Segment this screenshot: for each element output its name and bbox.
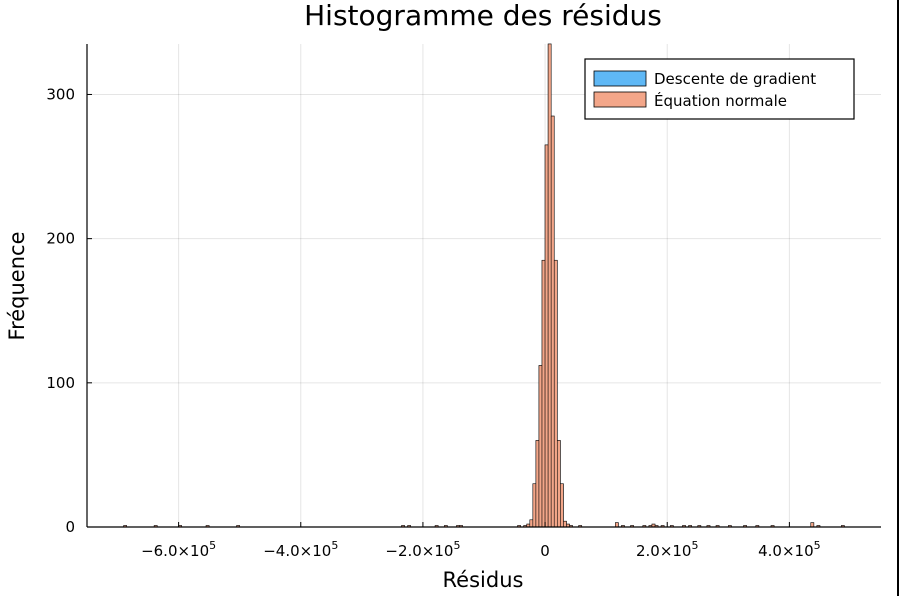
y-tick-label: 0 [65, 518, 75, 536]
x-tick-labels: −6.0×105 −4.0×105 −2.0×105 0 2.0×105 4.0×105 [141, 539, 821, 560]
histogram-bars [123, 43, 845, 528]
histogram-bar [553, 259, 558, 528]
histogram-bar [535, 440, 540, 528]
histogram-bar [529, 519, 534, 528]
x-tick-label: −4.0×105 [263, 539, 338, 560]
y-tick-label: 200 [46, 230, 75, 248]
axes [86, 44, 881, 528]
histogram-bar [544, 144, 549, 528]
histogram-bar [547, 43, 552, 528]
histogram-bar [560, 483, 564, 528]
histogram-bar [538, 365, 543, 528]
histogram-bar [532, 483, 537, 528]
legend-box [584, 58, 855, 120]
legend-swatch-descente [593, 70, 647, 87]
histogram-bar [550, 115, 555, 528]
x-tick-label: 2.0×105 [636, 539, 699, 560]
legend-label-equation: Équation normale [654, 91, 787, 110]
x-tick-label: −6.0×105 [141, 539, 216, 560]
x-tick-label: 0 [540, 542, 550, 560]
legend: Descente de gradient Équation normale [584, 58, 855, 120]
x-tick-label: 4.0×105 [758, 539, 821, 560]
legend-swatch-equation [593, 91, 647, 108]
x-tick-label: −2.0×105 [385, 539, 460, 560]
y-tick-label: 100 [46, 374, 75, 392]
chart-title: Histogramme des résidus [304, 0, 662, 32]
histogram-bar [615, 522, 619, 528]
x-axis-label: Résidus [443, 568, 524, 592]
y-tick-label: 300 [46, 85, 75, 103]
y-tick-labels: 0 100 200 300 [46, 85, 75, 536]
histogram-bar [563, 520, 567, 528]
series-equation-normale [123, 43, 845, 528]
legend-label-descente: Descente de gradient [654, 70, 816, 88]
histogram-bar [541, 259, 546, 528]
histogram-bar [556, 440, 561, 528]
y-axis-label: Fréquence [5, 232, 29, 341]
histogram-bar [810, 522, 815, 528]
